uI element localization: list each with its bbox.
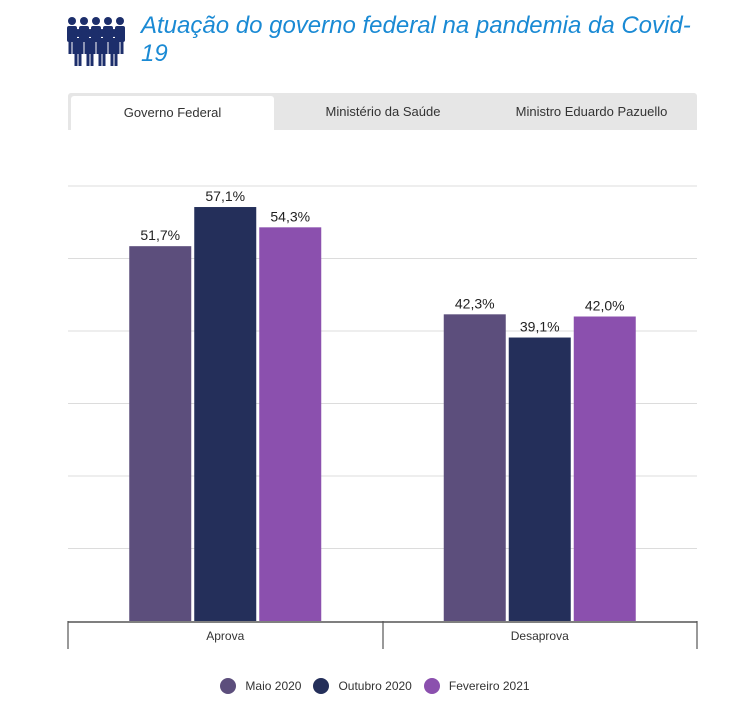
bar bbox=[443, 314, 506, 621]
legend-swatch bbox=[220, 678, 237, 694]
bar bbox=[194, 207, 257, 621]
legend-label: Maio 2020 bbox=[245, 679, 302, 693]
data-label: 57,1% bbox=[205, 188, 245, 204]
data-label: 39,1% bbox=[520, 319, 560, 335]
legend-swatch bbox=[313, 678, 330, 694]
tab-ministerio-da-saude[interactable]: Ministério da Saúde bbox=[325, 104, 441, 119]
bar bbox=[129, 246, 192, 622]
data-label: 51,7% bbox=[140, 227, 180, 243]
legend-item[interactable]: Fevereiro 2021 bbox=[423, 678, 530, 694]
legend-item[interactable]: Maio 2020 bbox=[220, 678, 301, 694]
legend-item[interactable]: Outubro 2020 bbox=[313, 678, 412, 694]
tab-bar: Governo Federal Ministério da Saúde Mini… bbox=[68, 93, 697, 130]
chart-title: Atuação do governo federal na pandemia d… bbox=[141, 12, 691, 67]
tab-ministro-eduardo-pazuello[interactable]: Ministro Eduardo Pazuello bbox=[515, 104, 668, 119]
chart-legend: Maio 2020 Outubro 2020 Fevereiro 2021 bbox=[0, 676, 750, 696]
data-label: 42,3% bbox=[455, 295, 495, 311]
data-label: 42,0% bbox=[585, 298, 625, 314]
bar-chart: 51,7% 57,1% 54,3% Aprova 42,3% 39,1% 42,0% Desa… bbox=[67, 185, 698, 649]
legend-label: Outubro 2020 bbox=[338, 679, 412, 693]
data-label: 54,3% bbox=[270, 208, 310, 224]
chart-header: Atuação do governo federal na pandemia d… bbox=[66, 12, 706, 72]
x-tick-label: Desaprova bbox=[511, 629, 569, 643]
legend-swatch bbox=[423, 678, 440, 694]
tab-governo-federal[interactable]: Governo Federal bbox=[71, 96, 274, 130]
bar bbox=[573, 316, 636, 621]
legend-label: Fevereiro 2021 bbox=[448, 679, 530, 693]
people-group-icon bbox=[67, 17, 125, 66]
bar bbox=[259, 227, 322, 621]
x-tick-label: Aprova bbox=[206, 629, 244, 643]
bar bbox=[508, 337, 571, 621]
